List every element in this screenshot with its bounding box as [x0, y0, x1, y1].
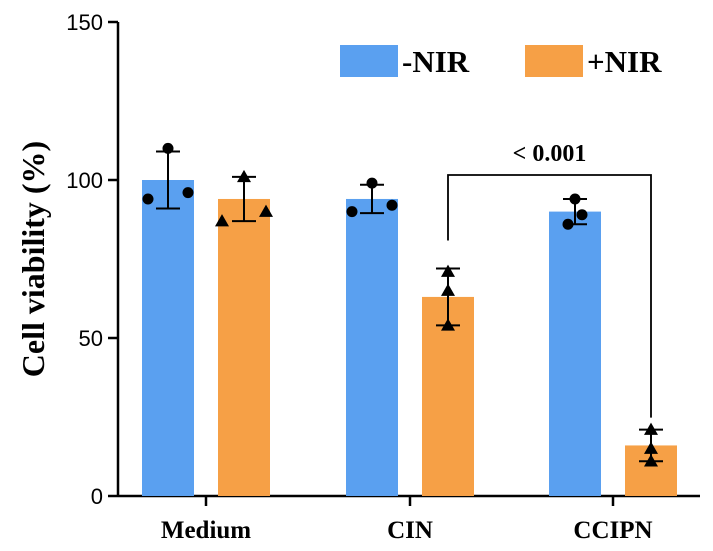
- y-tick-label: 50: [79, 326, 103, 351]
- bar: [142, 180, 194, 496]
- legend-swatch: [340, 45, 398, 77]
- bar: [346, 198, 398, 496]
- p-value-label: < 0.001: [513, 141, 587, 167]
- bars: [142, 180, 677, 496]
- data-point: [576, 209, 588, 221]
- bar: [549, 211, 601, 496]
- bar: [218, 198, 270, 496]
- x-tick-label: CIN: [387, 517, 433, 544]
- bracket-line: [447, 174, 652, 418]
- data-point: [386, 199, 398, 211]
- significance-annotation: < 0.001: [447, 141, 652, 418]
- x-tick-label: CCIPN: [573, 517, 652, 544]
- error-bars: [156, 150, 663, 463]
- y-tick-label: 150: [66, 10, 103, 35]
- legend-swatch: [525, 45, 583, 77]
- data-point: [366, 177, 378, 189]
- axes: 0 50 100 150 Medium CIN CCIPN: [66, 10, 700, 544]
- y-tick-label: 100: [66, 168, 103, 193]
- y-tick-label: 0: [91, 484, 103, 509]
- data-point: [182, 187, 194, 199]
- data-point: [259, 204, 273, 217]
- data-point: [215, 214, 229, 227]
- data-point: [142, 193, 154, 205]
- legend: -NIR +NIR: [340, 44, 662, 79]
- legend-label: -NIR: [402, 44, 470, 79]
- y-axis-label: Cell viability (%): [15, 141, 51, 377]
- data-point: [346, 206, 358, 218]
- legend-label: +NIR: [587, 44, 662, 79]
- x-tick-label: Medium: [161, 517, 251, 544]
